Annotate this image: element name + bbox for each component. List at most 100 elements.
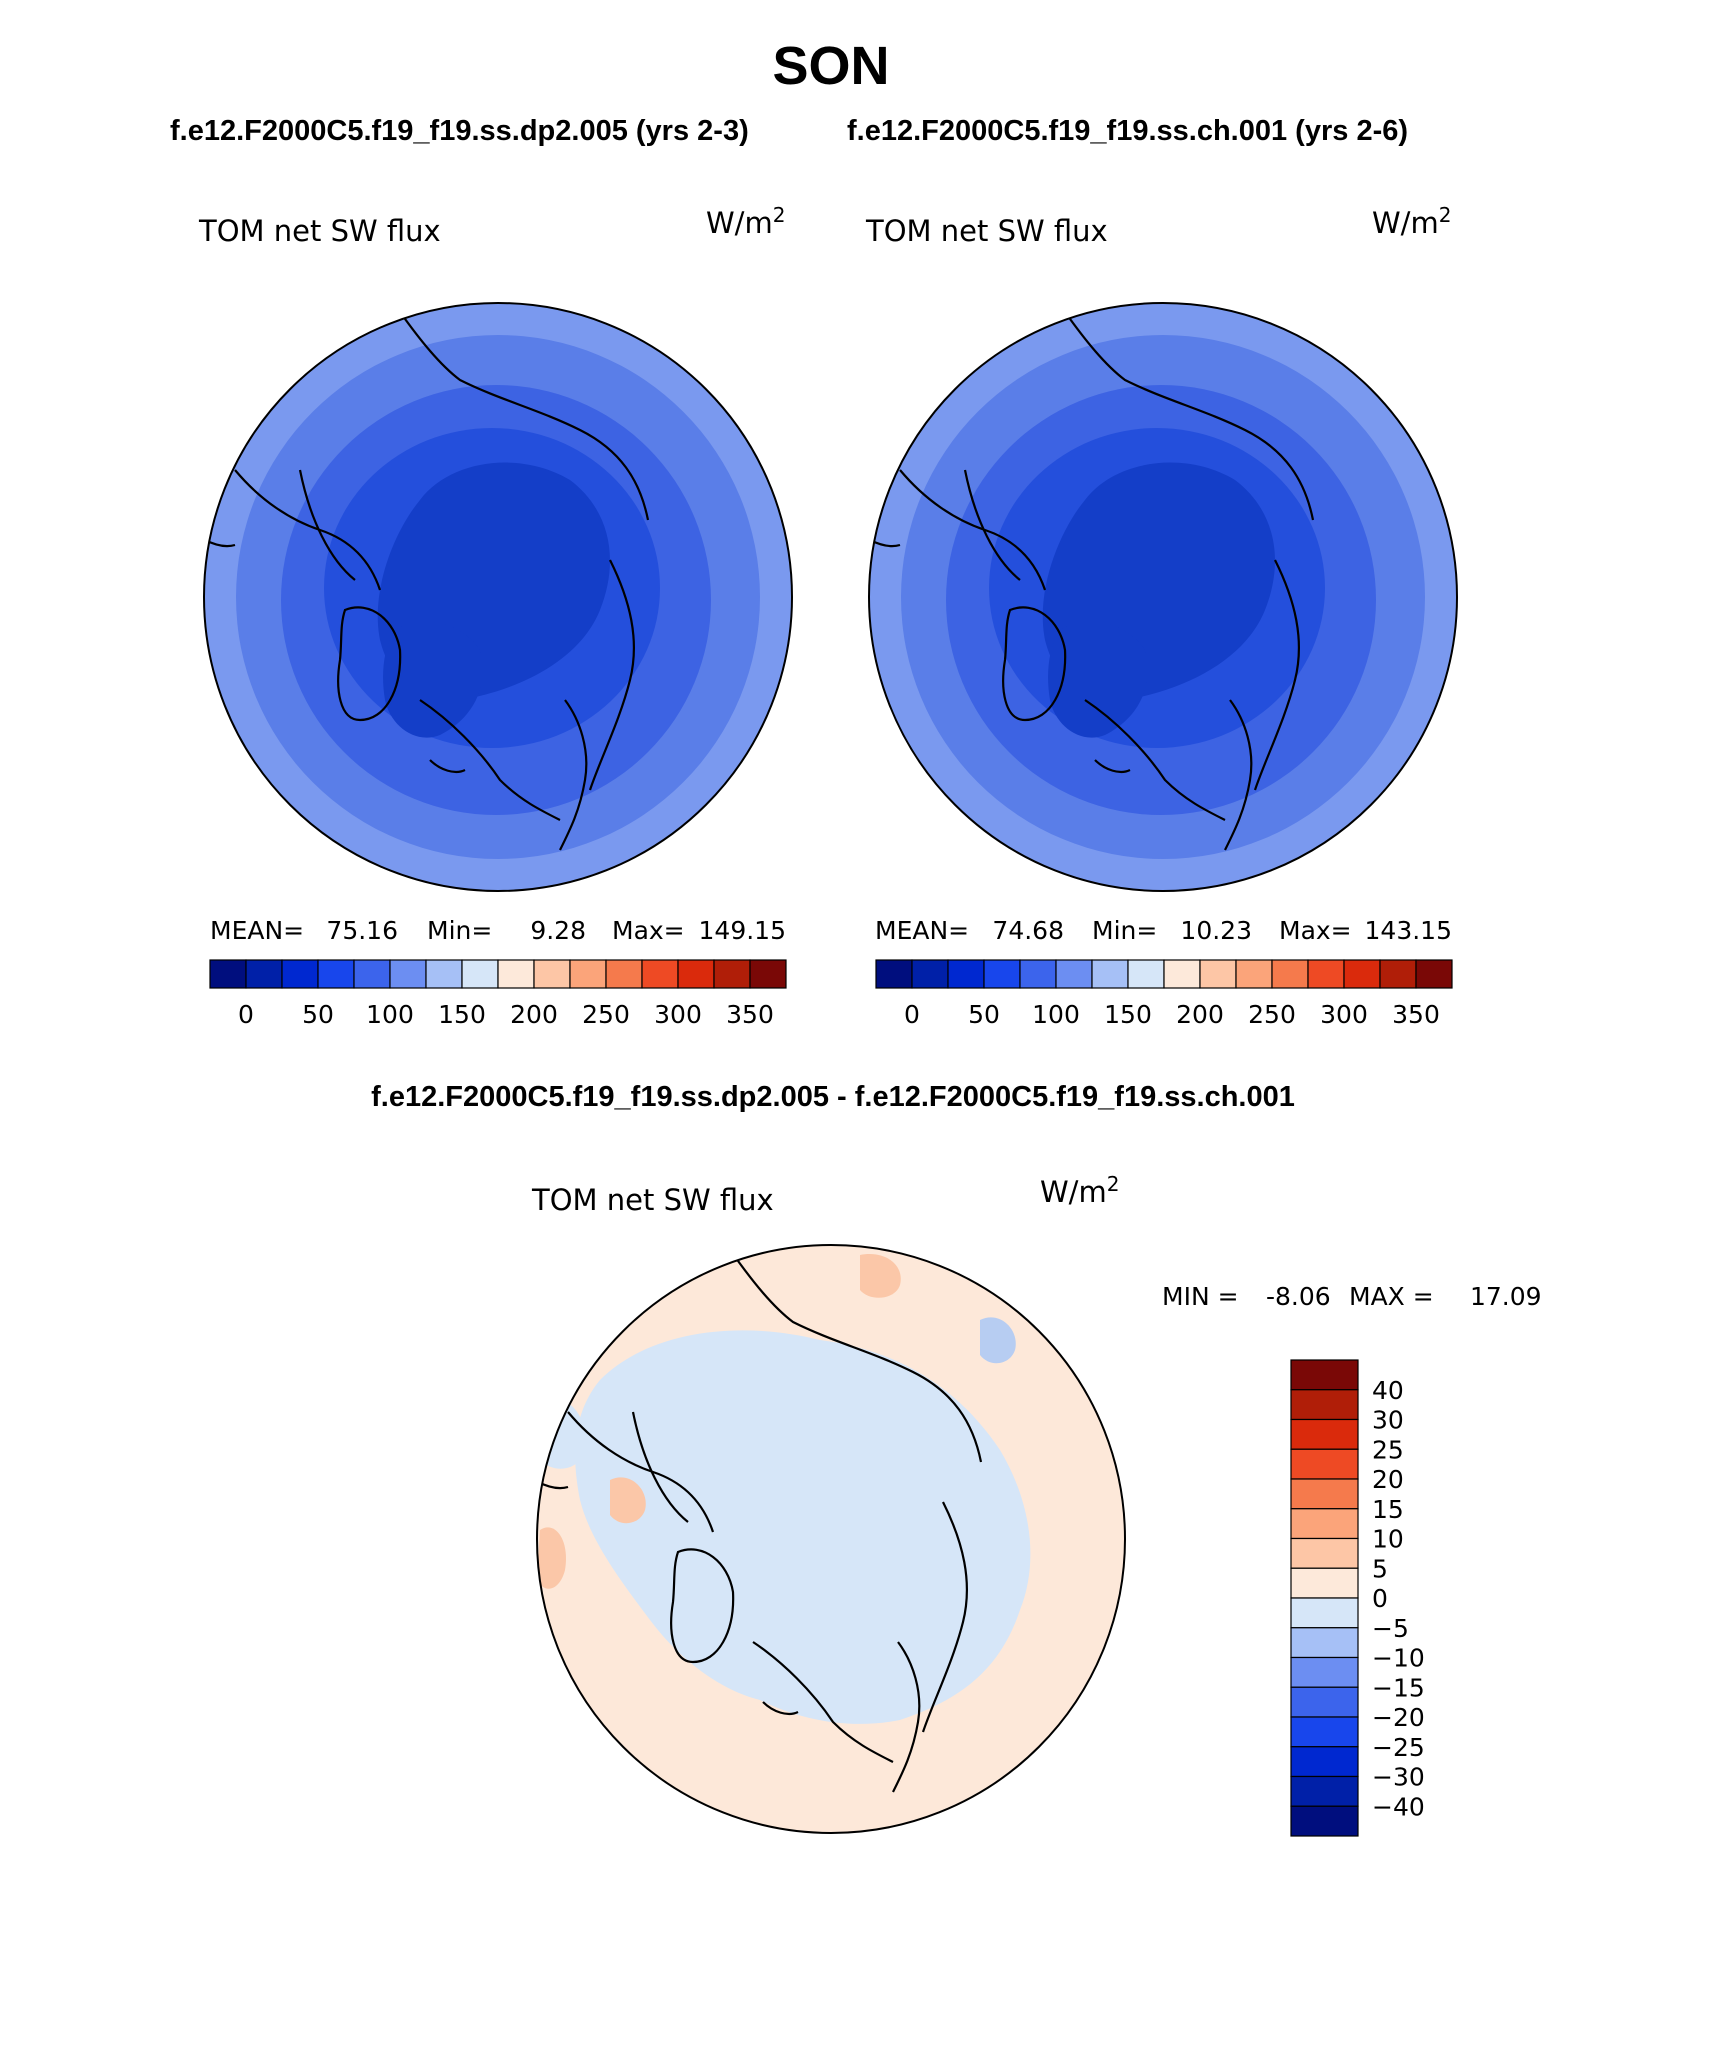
subtitle-right: f.e12.F2000C5.f19_f19.ss.ch.001 (yrs 2-6…: [847, 115, 1408, 147]
colorbar-box: [1290, 1716, 1359, 1748]
colorbar-box: [1290, 1508, 1359, 1540]
panel-left-colorbar: 0 50 100 150 200 250 300 350: [209, 959, 787, 1029]
colorbar-box: [353, 959, 391, 989]
colorbar-box: [1290, 1686, 1359, 1718]
colorbar-tick-label: 40: [1372, 1376, 1404, 1405]
colorbar-tick-label: −30: [1372, 1763, 1425, 1792]
colorbar-box: [1271, 959, 1309, 989]
colorbar-box: [1343, 959, 1381, 989]
panel-right-mean-label: MEAN=: [875, 916, 969, 945]
colorbar-tick-label: 350: [1392, 1000, 1440, 1029]
colorbar-tick-label: 50: [302, 1000, 334, 1029]
colorbar-tick-label: 200: [1176, 1000, 1224, 1029]
colorbar-box: [533, 959, 571, 989]
colorbar-tick-label: 350: [726, 1000, 774, 1029]
colorbar-box: [749, 959, 787, 989]
panel-left-units: W/m2: [706, 203, 785, 240]
panel-left-max-label: Max=: [612, 916, 685, 945]
colorbar-box: [245, 959, 283, 989]
colorbar-box: [983, 959, 1021, 989]
diff-max-label: MAX =: [1349, 1282, 1434, 1311]
diff-max: 17.09: [1470, 1282, 1542, 1311]
colorbar-tick-label: 300: [1320, 1000, 1368, 1029]
colorbar-box: [317, 959, 355, 989]
map-diff-positive-patch-3: [610, 1477, 646, 1524]
colorbar-box: [1290, 1537, 1359, 1569]
colorbar-box: [1290, 1627, 1359, 1659]
map-left: [204, 303, 792, 891]
colorbar-box: [1290, 1389, 1359, 1421]
diff-min-label: MIN =: [1162, 1282, 1239, 1311]
panel-right-max: 143.15: [1365, 916, 1452, 945]
panel-diff-minmax: MIN = -8.06 MAX = 17.09: [1162, 1282, 1542, 1311]
colorbar-box: [1290, 1448, 1359, 1480]
panel-left-mean-label: MEAN=: [210, 916, 304, 945]
map-right-coastlines: [869, 311, 1315, 851]
colorbar-tick-label: −25: [1372, 1733, 1425, 1762]
panel-left-max: 149.15: [699, 916, 786, 945]
colorbar-box: [1055, 959, 1093, 989]
map-left-greenland: [383, 621, 483, 738]
diff-title: f.e12.F2000C5.f19_f19.ss.dp2.005 - f.e12…: [371, 1081, 1295, 1113]
map-diff-positive-patch-1: [537, 1527, 566, 1589]
colorbar-box: [425, 959, 463, 989]
colorbar-tick-label: −20: [1372, 1703, 1425, 1732]
panel-right-colorbar: 0 50 100 150 200 250 300 350: [875, 959, 1453, 1029]
panel-right-mean: 74.68: [992, 916, 1064, 945]
map-diff-positive-patch-2: [860, 1254, 901, 1298]
panel-left-variable: TOM net SW flux: [198, 214, 441, 248]
colorbar-box: [911, 959, 949, 989]
panel-left: TOM net SW flux W/m2 MEAN=: [198, 203, 793, 1029]
panel-diff-variable: TOM net SW flux: [531, 1183, 774, 1217]
colorbar-box: [641, 959, 679, 989]
colorbar-box: [1290, 1746, 1359, 1778]
colorbar-box: [947, 959, 985, 989]
colorbar-tick-label: 250: [582, 1000, 630, 1029]
colorbar-box: [1379, 959, 1417, 989]
colorbar-tick-label: −10: [1372, 1644, 1425, 1673]
panel-right: TOM net SW flux W/m2 MEAN=: [865, 203, 1458, 1029]
colorbar-tick-label: 0: [904, 1000, 920, 1029]
map-right-greenland: [1048, 621, 1148, 738]
colorbar-tick-label: −40: [1372, 1792, 1425, 1821]
colorbar-tick-label: 30: [1372, 1406, 1404, 1435]
colorbar-box: [389, 959, 427, 989]
colorbar-box: [605, 959, 643, 989]
map-left-coastlines: [204, 311, 650, 851]
colorbar-box: [461, 959, 499, 989]
colorbar-box: [1199, 959, 1237, 989]
colorbar-box: [1091, 959, 1129, 989]
map-diff-frame: [536, 1244, 1126, 1834]
colorbar-box: [1290, 1478, 1359, 1510]
colorbar-tick-label: 200: [510, 1000, 558, 1029]
colorbar-tick-label: 300: [654, 1000, 702, 1029]
map-diff-coastlines: [537, 1253, 983, 1793]
map-diff-negative-patch-2: [980, 1317, 1016, 1364]
colorbar-box: [1127, 959, 1165, 989]
colorbar-tick-label: −5: [1372, 1614, 1409, 1643]
season-title: SON: [772, 36, 889, 96]
panel-left-stats: MEAN= 75.16 Min= 9.28 Max= 149.15: [210, 916, 786, 945]
colorbar-tick-label: 20: [1372, 1465, 1404, 1494]
colorbar-box: [1235, 959, 1273, 989]
colorbar-tick-label: 150: [1104, 1000, 1152, 1029]
panel-diff: TOM net SW flux W/m2 MIN =: [531, 1172, 1542, 1837]
colorbar-tick-label: 50: [968, 1000, 1000, 1029]
colorbar-box: [209, 959, 247, 989]
colorbar-box: [713, 959, 751, 989]
colorbar-box: [1290, 1597, 1359, 1629]
colorbar-tick-label: 250: [1248, 1000, 1296, 1029]
colorbar-box: [1290, 1805, 1359, 1837]
colorbar-tick-label: 25: [1372, 1435, 1404, 1464]
colorbar-box: [1290, 1359, 1359, 1391]
colorbar-box: [497, 959, 535, 989]
colorbar-tick-label: 10: [1372, 1525, 1404, 1554]
colorbar-box: [569, 959, 607, 989]
colorbar-box: [875, 959, 913, 989]
panel-diff-units: W/m2: [1040, 1172, 1119, 1209]
panel-right-units: W/m2: [1372, 203, 1451, 240]
subtitle-left: f.e12.F2000C5.f19_f19.ss.dp2.005 (yrs 2-…: [170, 115, 749, 147]
colorbar-tick-label: −15: [1372, 1673, 1425, 1702]
colorbar-tick-label: 15: [1372, 1495, 1404, 1524]
